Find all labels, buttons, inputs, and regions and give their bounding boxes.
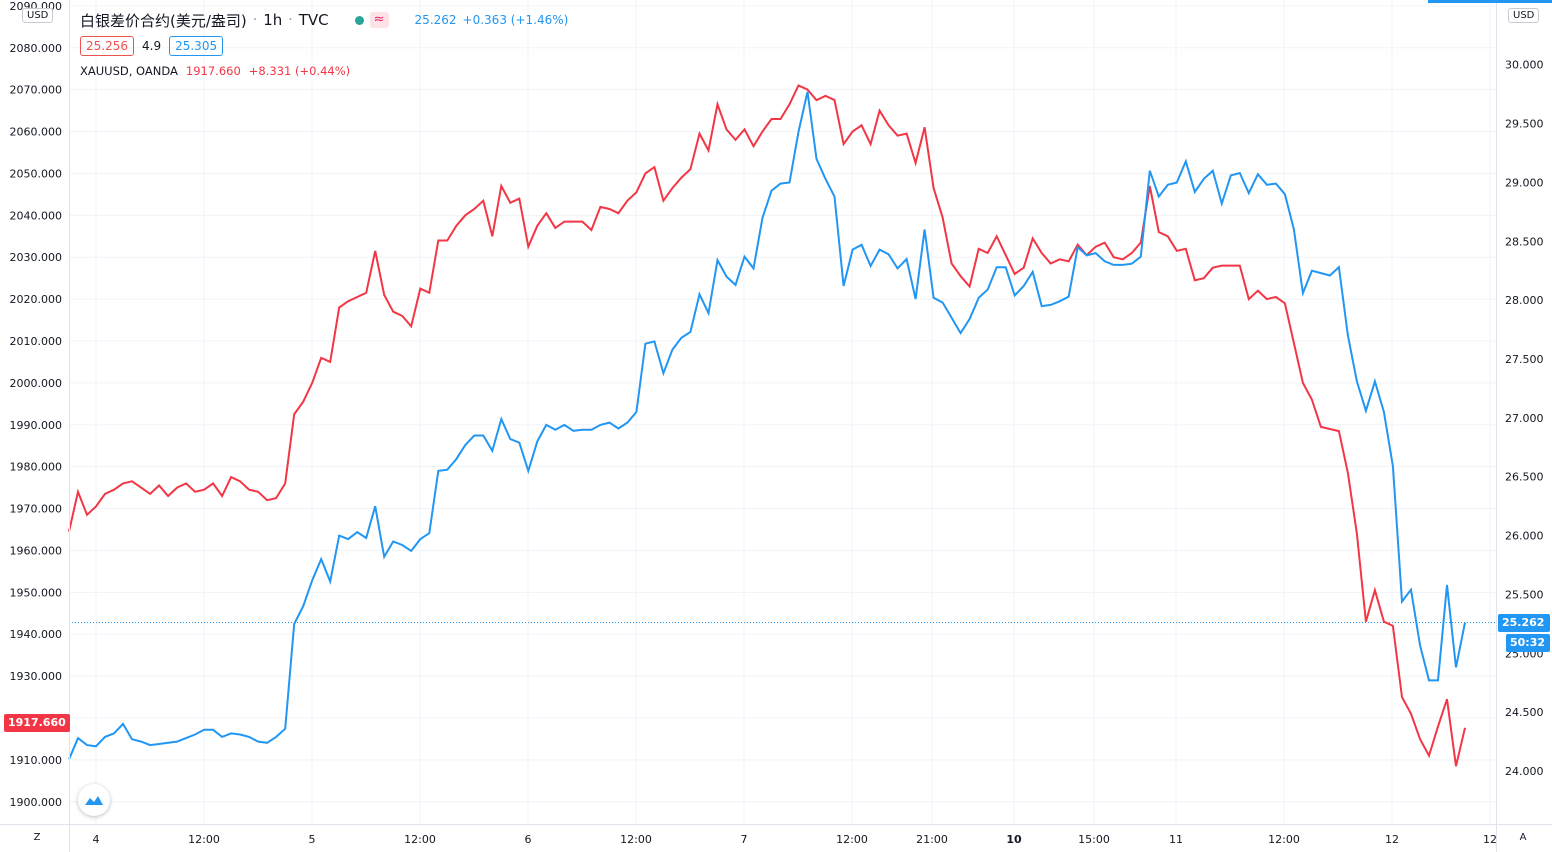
compare-symbol[interactable]: XAUUSD, OANDA bbox=[80, 64, 178, 78]
left-tick-label: 1930.000 bbox=[10, 670, 63, 683]
time-axis: 4 12:00 5 12:00 6 12:00 7 12:00 21:00 10 15:00 11 12… bbox=[93, 833, 1498, 846]
time-tick-label: 12 bbox=[1385, 833, 1399, 846]
left-tick-label: 1980.000 bbox=[10, 461, 63, 474]
time-tick-label: 4 bbox=[93, 833, 100, 846]
zoom-button[interactable]: Z bbox=[33, 832, 41, 843]
left-tick-label: 2010.000 bbox=[10, 335, 63, 348]
market-status-icon[interactable] bbox=[354, 15, 364, 25]
compare-change: +8.331 (+0.44%) bbox=[248, 64, 351, 78]
wave-icon[interactable]: ≈ bbox=[369, 12, 389, 28]
right-tick-label: 27.000 bbox=[1505, 412, 1544, 425]
time-tick-label: 12:00 bbox=[620, 833, 652, 846]
separator: · bbox=[288, 12, 293, 28]
left-unit-label[interactable]: USD bbox=[22, 8, 54, 23]
left-tick-label: 1910.000 bbox=[10, 754, 63, 767]
chart-legend: 白银差价合约(美元/盎司) · 1h · TVC ≈ 25.262 +0.363… bbox=[80, 8, 568, 78]
left-tick-label: 2060.000 bbox=[10, 126, 63, 139]
right-price-axis: 30.000 29.500 29.000 28.500 28.000 27.500 27.0… bbox=[1505, 59, 1544, 778]
left-tick-label: 1940.000 bbox=[10, 628, 63, 641]
time-tick-label: 12:00 bbox=[404, 833, 436, 846]
right-tick-label: 29.000 bbox=[1505, 176, 1544, 189]
left-tick-label: 2070.000 bbox=[10, 84, 63, 97]
separator: · bbox=[252, 12, 258, 28]
ask-button[interactable]: 25.305 bbox=[169, 36, 224, 56]
right-tick-label: 28.500 bbox=[1505, 235, 1544, 248]
left-tick-label: 2040.000 bbox=[10, 209, 63, 222]
left-tick-label: 1990.000 bbox=[10, 419, 63, 432]
right-tick-label: 25.500 bbox=[1505, 588, 1544, 601]
left-tick-label: 2050.000 bbox=[10, 167, 63, 180]
silver-line bbox=[68, 91, 1466, 760]
time-tick-label: 6 bbox=[525, 833, 532, 846]
bar-countdown-tag: 50:32 bbox=[1506, 634, 1550, 652]
time-tick-label: 5 bbox=[309, 833, 316, 846]
tradingview-logo-icon[interactable] bbox=[78, 784, 110, 816]
right-unit-label[interactable]: USD bbox=[1508, 8, 1540, 23]
time-tick-label: 12:00 bbox=[1268, 833, 1300, 846]
change-value: +0.363 (+1.46%) bbox=[462, 13, 569, 27]
xauusd-line bbox=[68, 84, 1466, 767]
right-tick-label: 26.000 bbox=[1505, 530, 1544, 543]
time-tick-label: 11 bbox=[1169, 833, 1183, 846]
time-tick-label: 12 bbox=[1483, 833, 1497, 846]
time-tick-label: 10 bbox=[1006, 833, 1022, 846]
right-tick-label: 30.000 bbox=[1505, 59, 1544, 72]
auto-scale-button[interactable]: A bbox=[1519, 832, 1527, 843]
right-tick-label: 28.000 bbox=[1505, 294, 1544, 307]
symbol-title[interactable]: 白银差价合约(美元/盎司) bbox=[80, 11, 247, 30]
interval-label[interactable]: 1h bbox=[263, 11, 283, 29]
left-last-price-tag: 1917.660 bbox=[4, 714, 70, 732]
right-tick-label: 24.000 bbox=[1505, 765, 1544, 778]
left-tick-label: 1950.000 bbox=[10, 586, 63, 599]
time-tick-label: 21:00 bbox=[916, 833, 948, 846]
left-tick-label: 2000.000 bbox=[10, 377, 63, 390]
right-tick-label: 29.500 bbox=[1505, 118, 1544, 131]
time-tick-label: 12:00 bbox=[836, 833, 868, 846]
right-tick-label: 24.500 bbox=[1505, 706, 1544, 719]
last-value: 25.262 bbox=[414, 13, 457, 27]
left-tick-label: 2020.000 bbox=[10, 293, 63, 306]
right-tick-label: 26.500 bbox=[1505, 471, 1544, 484]
time-tick-label: 12:00 bbox=[188, 833, 220, 846]
left-tick-label: 2080.000 bbox=[10, 42, 63, 55]
left-tick-label: 2030.000 bbox=[10, 251, 63, 264]
left-tick-label: 1970.000 bbox=[10, 503, 63, 516]
time-tick-label: 7 bbox=[741, 833, 748, 846]
left-price-axis: 2090.0002080.0002070.0002060.0002050.000… bbox=[10, 0, 63, 809]
source-label: TVC bbox=[298, 11, 329, 29]
spread-value: 4.9 bbox=[142, 39, 162, 53]
left-tick-label: 1960.000 bbox=[10, 544, 63, 557]
chart-grid bbox=[69, 0, 1496, 824]
right-tick-label: 27.500 bbox=[1505, 353, 1544, 366]
top-accent-bar bbox=[1428, 0, 1552, 3]
left-tick-label: 1900.000 bbox=[10, 796, 63, 809]
time-tick-label: 15:00 bbox=[1078, 833, 1110, 846]
right-last-price-tag: 25.262 bbox=[1498, 614, 1550, 632]
compare-last: 1917.660 bbox=[185, 64, 241, 78]
bid-button[interactable]: 25.256 bbox=[80, 36, 134, 56]
